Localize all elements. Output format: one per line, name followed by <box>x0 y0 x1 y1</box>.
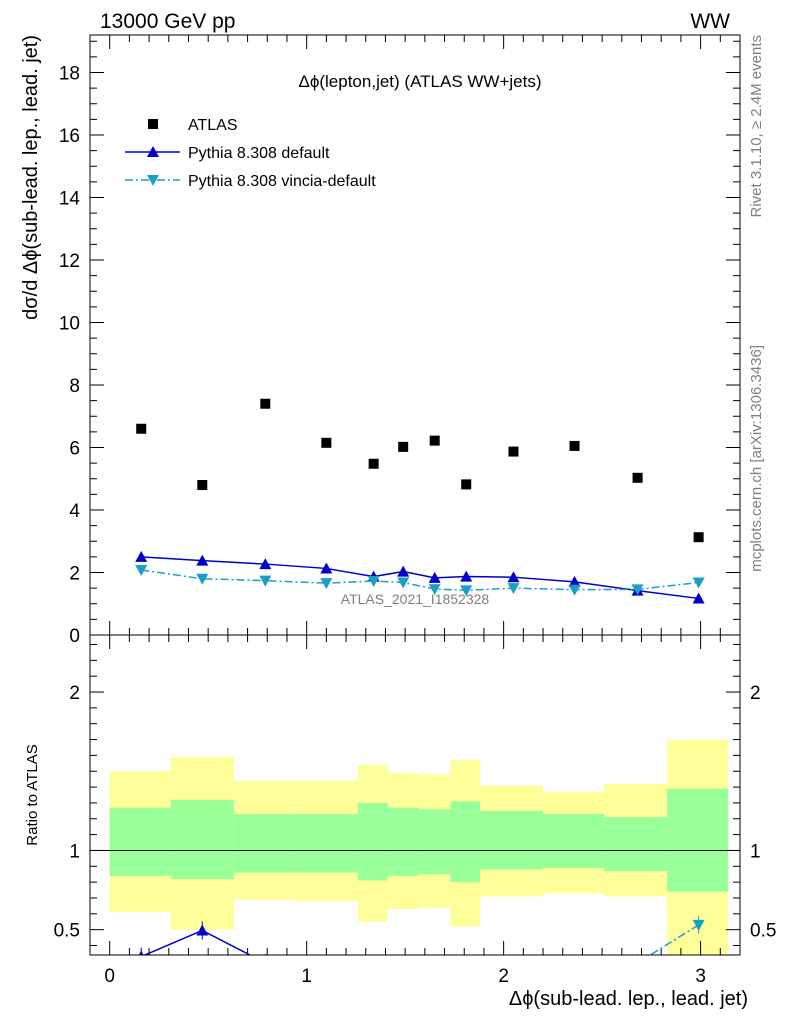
data-point-series-1 <box>460 570 473 582</box>
x-tick-label: 3 <box>695 966 706 987</box>
ratio-y-tick-label-right: 2 <box>750 683 761 704</box>
y-axis-label-ratio: Ratio to ATLAS <box>24 744 41 845</box>
ratio-data-layer <box>90 849 740 969</box>
data-point-series-2 <box>196 573 209 585</box>
legend-label-1: Pythia 8.308 default <box>188 145 330 162</box>
y-axis-label-main: dσ/d Δϕ(sub-lead. lep., lead. jet) <box>20 35 42 320</box>
y-tick-label: 8 <box>69 376 80 397</box>
main-axis-ticks: 0 2 4 6 8 10 12 14 16 18 <box>59 35 741 647</box>
data-point-series-2 <box>259 575 272 587</box>
ratio-axis-ticks: 0 1 2 3 0.5 0.5 1 1 2 2 <box>54 635 776 987</box>
data-point-series-0 <box>197 480 208 490</box>
ratio-y-tick-label-right: 0.5 <box>750 921 776 942</box>
y-tick-label: 14 <box>59 189 81 210</box>
data-point-series-2 <box>460 585 473 597</box>
x-tick-label: 2 <box>498 966 509 987</box>
inner-band-bin <box>667 788 729 892</box>
series-line-2 <box>141 569 699 592</box>
ratio-uncertainty-bands <box>109 739 729 955</box>
y-tick-label: 12 <box>59 251 80 272</box>
main-plot-title: Δϕ(lepton,jet) (ATLAS WW+jets) <box>298 72 541 91</box>
ratio-y-tick-label: 0.5 <box>54 921 80 942</box>
ratio-line-1 <box>648 924 700 955</box>
data-point-series-0 <box>461 479 472 490</box>
ratio-y-tick-label: 1 <box>69 841 80 862</box>
data-point-series-0 <box>260 398 271 409</box>
header-right-label: WW <box>690 10 730 33</box>
data-point-series-2 <box>367 575 380 587</box>
data-point-series-1 <box>507 571 520 583</box>
data-point-series-1 <box>428 571 441 583</box>
data-point-series-0 <box>569 440 580 451</box>
data-point-series-0 <box>632 472 643 483</box>
data-point-series-1 <box>320 562 333 574</box>
y-tick-label: 4 <box>69 501 80 522</box>
analysis-watermark: ATLAS_2021_I1852328 <box>341 591 490 607</box>
inner-band-bin <box>109 807 171 876</box>
data-point-series-2 <box>507 583 520 595</box>
data-point-series-1 <box>397 565 410 577</box>
x-tick-label: 1 <box>301 966 312 987</box>
legend: ATLAS Pythia 8.308 default Pythia 8.308 vi… <box>125 117 376 190</box>
data-point-series-1 <box>568 575 581 587</box>
data-point-series-2 <box>692 577 705 589</box>
ratio-plot-panel: 0 1 2 3 0.5 0.5 1 1 2 2 Ratio to ATLAS <box>24 634 776 987</box>
ratio-point-series-0 <box>259 957 271 968</box>
data-point-series-2 <box>568 584 581 596</box>
inner-band-bin <box>294 814 358 873</box>
data-point-series-1 <box>135 550 148 562</box>
header-left-label: 13000 GeV pp <box>100 10 235 33</box>
inner-band-bin <box>170 799 234 879</box>
legend-marker-0 <box>148 119 158 129</box>
ratio-point-series-1 <box>632 958 644 969</box>
main-data-layer <box>135 398 705 604</box>
data-point-series-2 <box>631 584 644 596</box>
mcplots-label: mcplots.cern.ch [arXiv:1306.3436] <box>748 345 765 572</box>
ratio-y-tick-label: 2 <box>69 683 80 704</box>
legend-label-0: ATLAS <box>188 117 238 134</box>
y-tick-label: 2 <box>69 564 80 585</box>
data-point-series-0 <box>508 446 519 457</box>
x-axis-label: Δϕ(sub-lead. lep., lead. jet) <box>509 988 748 1010</box>
inner-band-bin <box>543 814 605 868</box>
rivet-version-label: Rivet 3.1.10, ≥ 2.4M events <box>748 35 765 218</box>
ratio-point-series-0 <box>138 950 144 955</box>
inner-band-bin <box>233 814 295 873</box>
inner-band-bin <box>480 810 544 870</box>
inner-band-bin <box>604 817 668 872</box>
y-tick-label: 6 <box>69 439 80 460</box>
data-point-series-0 <box>693 532 704 543</box>
data-point-series-0 <box>136 423 147 434</box>
data-point-series-0 <box>398 441 409 452</box>
ratio-point-series-0 <box>196 924 209 936</box>
y-tick-label: 10 <box>59 314 80 335</box>
legend-marker-1 <box>147 146 159 157</box>
data-point-series-0 <box>321 437 332 448</box>
y-tick-label: 18 <box>59 64 80 85</box>
data-point-series-2 <box>320 578 333 590</box>
legend-marker-2 <box>147 175 159 186</box>
inner-band-bin <box>418 809 451 875</box>
data-point-series-1 <box>259 558 272 570</box>
data-point-series-0 <box>429 435 440 446</box>
data-point-series-0 <box>368 458 379 469</box>
data-point-series-1 <box>692 592 705 604</box>
data-point-series-2 <box>428 584 441 596</box>
inner-band-bin <box>450 801 480 883</box>
data-point-series-2 <box>397 577 410 589</box>
series-line-1 <box>141 556 699 600</box>
y-tick-label: 16 <box>59 126 80 147</box>
legend-label-2: Pythia 8.308 vincia-default <box>188 173 376 190</box>
ratio-y-tick-label-right: 1 <box>750 841 761 862</box>
ratio-frame <box>89 634 741 956</box>
main-plot-panel: 0 2 4 6 8 10 12 14 16 18 ATLAS_2021_I1852328 Δϕ(l… <box>20 34 741 647</box>
data-point-series-2 <box>135 565 148 576</box>
x-tick-label: 0 <box>104 966 115 987</box>
inner-band-bin <box>357 802 388 881</box>
inner-band-bin <box>387 807 419 876</box>
y-tick-label: 0 <box>69 626 80 647</box>
data-point-series-1 <box>196 554 209 566</box>
ratio-point-series-1 <box>692 919 705 931</box>
